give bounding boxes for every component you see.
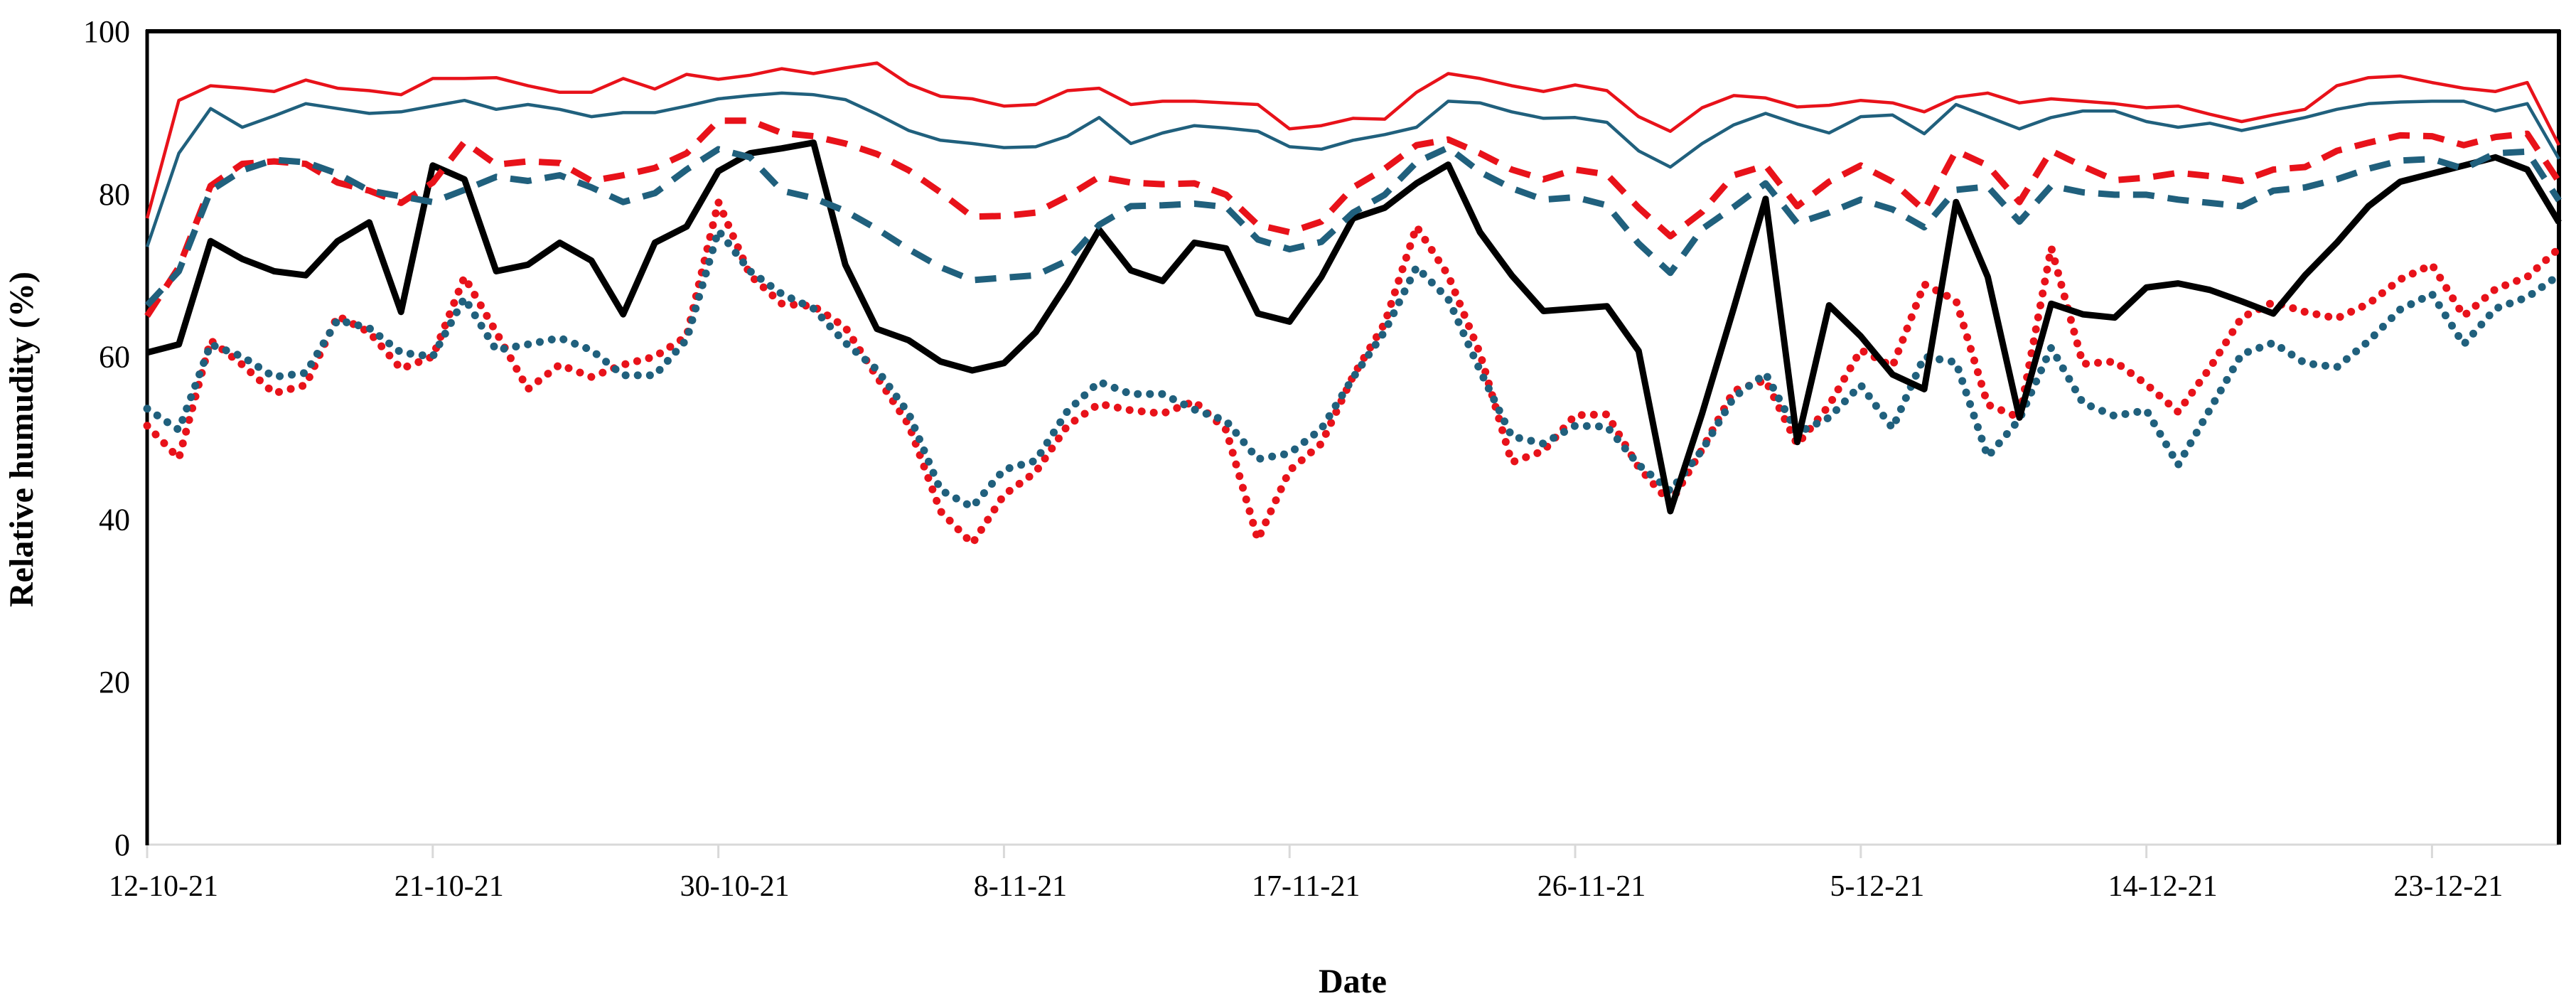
series-black-solid-line	[146, 139, 2562, 515]
y-axis-title: Relative humudity (%)	[3, 272, 41, 607]
series-red-dashed-line	[144, 117, 2562, 318]
y-tick-label: 100	[83, 14, 130, 49]
x-axis-title: Date	[1319, 963, 1387, 1000]
plot-frame	[145, 29, 2561, 858]
axis-labels: 0 20 40 60 80 100 12-10-21 21-10-21 30-10-21 8-11…	[83, 14, 2503, 903]
y-tick-label: 40	[99, 502, 130, 537]
x-tick-label: 17-11-21	[1252, 870, 1360, 903]
series-lines	[143, 61, 2563, 548]
series-teal-dotted-line	[143, 226, 2563, 511]
x-tick-label: 23-12-21	[2393, 870, 2503, 903]
series-teal-solid-line	[145, 91, 2560, 247]
series-teal-dashed-line	[144, 144, 2562, 308]
x-tick-label: 8-11-21	[974, 870, 1067, 903]
y-tick-label: 20	[99, 665, 130, 700]
series-red-solid-line	[145, 61, 2561, 219]
x-tick-label: 12-10-21	[109, 870, 218, 903]
x-tick-label: 5-12-21	[1830, 870, 1924, 903]
y-tick-label: 80	[99, 177, 130, 212]
x-tick-label: 30-10-21	[680, 870, 790, 903]
y-tick-label: 60	[99, 340, 130, 375]
x-tick-label: 26-11-21	[1537, 870, 1646, 903]
x-tick-label: 14-12-21	[2108, 870, 2218, 903]
x-tick-label: 21-10-21	[395, 870, 504, 903]
y-tick-label: 0	[114, 828, 130, 862]
